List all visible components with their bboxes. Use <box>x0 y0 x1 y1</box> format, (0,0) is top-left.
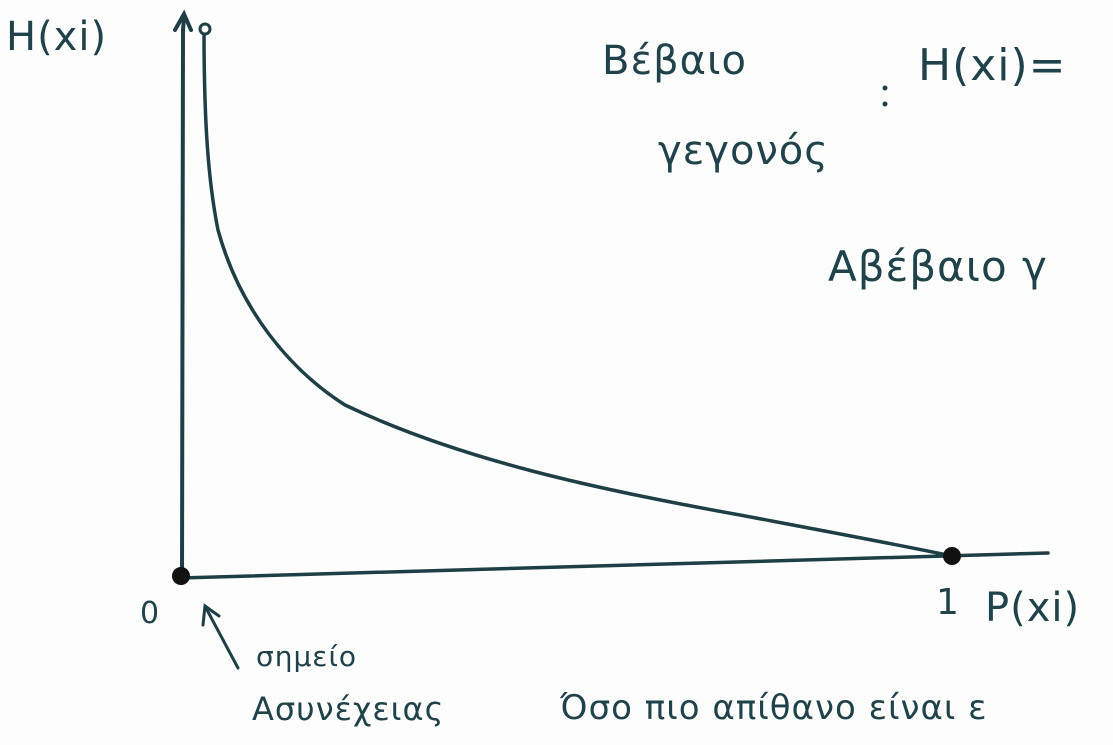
entropy-curve <box>202 28 954 558</box>
certain-event-line1: Βέβαιο <box>602 38 747 84</box>
uncertain-event-label: Αβέβαιο γ <box>828 242 1048 291</box>
certain-event-line2: γεγονός <box>658 128 829 174</box>
open-endpoint <box>198 22 212 36</box>
origin-label: 0 <box>140 596 161 631</box>
x-one-label: 1 <box>936 582 960 623</box>
certain-event-formula: H(xi)= <box>918 40 1067 91</box>
colon-mark <box>882 85 888 107</box>
discontinuity-label-line1: σημείο <box>256 640 358 673</box>
y-axis <box>173 9 193 580</box>
bottom-note: Όσο πιο απίθανο είναι ε <box>560 688 988 728</box>
x-axis <box>178 551 1050 580</box>
y-axis-line <box>180 16 186 580</box>
p-one-point <box>943 547 961 565</box>
origin-point <box>172 567 190 585</box>
x-axis-label: P(xi) <box>985 585 1081 631</box>
discontinuity-arrow <box>201 603 240 670</box>
y-axis-arrow <box>173 9 193 32</box>
y-axis-label: H(xi) <box>6 14 108 60</box>
discontinuity-label-line2: Ασυνέχειας <box>252 690 445 728</box>
